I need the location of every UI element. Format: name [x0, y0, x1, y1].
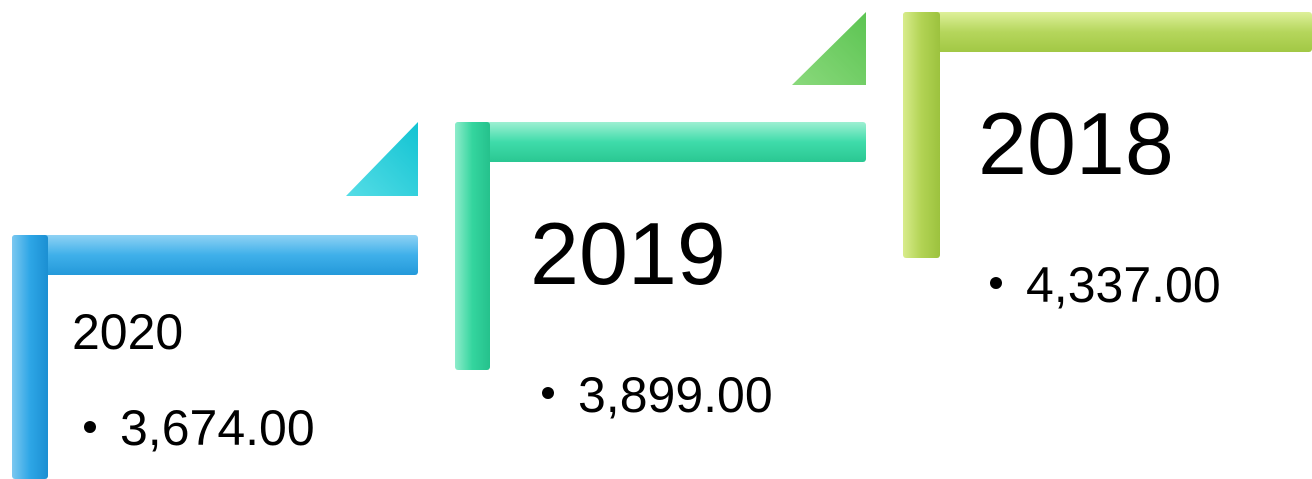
arrow-tip	[792, 12, 866, 85]
bracket-side	[12, 235, 48, 479]
bracket-top	[12, 235, 418, 275]
step-label: 2019	[530, 204, 726, 303]
bracket-top	[903, 12, 1312, 52]
bullet	[542, 387, 554, 399]
step-value: 3,674.00	[120, 400, 315, 456]
step-value: 4,337.00	[1026, 257, 1221, 313]
bullet	[990, 277, 1002, 289]
step-label: 2020	[72, 304, 183, 360]
step-label: 2018	[978, 94, 1174, 193]
bracket-top	[455, 122, 866, 162]
bracket-side	[455, 122, 490, 370]
bullet	[84, 421, 96, 433]
arrow-tip	[346, 122, 418, 196]
bracket-side	[903, 12, 940, 258]
step-value: 3,899.00	[578, 367, 773, 423]
